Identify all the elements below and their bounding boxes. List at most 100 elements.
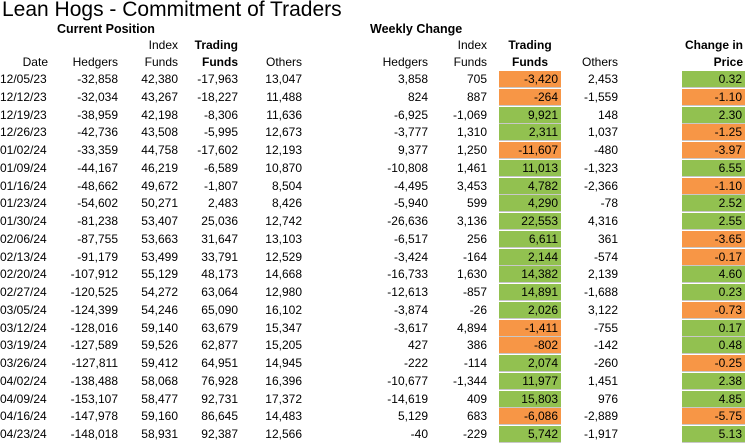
cell-chg-others: -1,688 [583, 285, 618, 299]
cell-trading-funds: 65,090 [201, 302, 238, 317]
cell-hedgers: -127,811 [71, 356, 118, 370]
cell-hedgers: -32,034 [77, 89, 118, 104]
cell-others: 12,193 [265, 143, 302, 157]
cell-chg-hedgers: -3,617 [393, 320, 428, 335]
cell-hedgers: -127,589 [70, 338, 118, 353]
cell-trading-funds: -17,963 [197, 72, 238, 86]
cell-date: 03/19/24 [0, 338, 47, 353]
cell-chg-trading: 4,782 [499, 177, 561, 195]
current-position-heading: Current Position [57, 22, 155, 36]
cell-trading-funds: -6,589 [203, 160, 238, 175]
cell-chg-trading: 2,144 [499, 248, 561, 266]
cell-chg-others: 361 [597, 231, 618, 246]
cell-price-change: -1.25 [682, 124, 745, 142]
cell-chg-others: -1,323 [583, 160, 618, 175]
cell-date: 02/06/24 [0, 231, 47, 246]
cell-others: 12,566 [265, 427, 302, 441]
cell-chg-hedgers: -10,808 [387, 160, 428, 175]
cell-price-change: 2.30 [682, 106, 745, 124]
cell-trading-funds: 64,951 [201, 356, 238, 370]
cell-chg-trading: 4,290 [499, 195, 561, 213]
cell-chg-index: 409 [466, 391, 487, 406]
table-row: 02/13/24 -91,179 53,499 33,791 12,529 -3,424 -… [0, 248, 750, 266]
cell-hedgers: -138,488 [70, 373, 118, 388]
cell-others: 17,372 [265, 391, 302, 406]
cell-others: 14,668 [265, 267, 302, 282]
cell-hedgers: -107,912 [70, 267, 118, 282]
header-chg-hedgers: Hedgers [382, 55, 428, 69]
cell-chg-hedgers: -3,874 [393, 302, 428, 317]
cell-hedgers: -124,399 [70, 302, 118, 317]
table-row: 12/19/23 -38,959 42,198 -8,306 11,636 -6,925 -… [0, 106, 750, 124]
cell-chg-hedgers: -12,613 [387, 285, 428, 299]
cell-chg-others: -2,366 [583, 178, 618, 193]
cell-others: 12,742 [265, 214, 302, 228]
cell-index-funds: 54,246 [141, 302, 178, 317]
cell-chg-hedgers: -6,925 [393, 107, 428, 122]
cell-chg-hedgers: -6,517 [393, 231, 428, 246]
cell-chg-index: -114 [463, 356, 487, 370]
cell-price-change: -0.25 [682, 355, 745, 372]
table-row: 01/09/24 -44,167 46,219 -6,589 10,870 -10,808… [0, 159, 750, 177]
cell-price-change: 2.55 [682, 213, 745, 230]
cell-price-change: -1.10 [682, 177, 745, 195]
cell-index-funds: 53,663 [141, 231, 178, 246]
cell-chg-others: -1,917 [583, 427, 618, 441]
cell-trading-funds: 25,036 [201, 214, 238, 228]
cell-others: 12,529 [265, 249, 302, 264]
cell-index-funds: 53,407 [141, 214, 178, 228]
cell-hedgers: -91,179 [77, 249, 118, 264]
header-index-funds-line1: Index [148, 38, 178, 52]
cell-price-change: 4.60 [682, 266, 745, 284]
cell-others: 11,488 [266, 89, 302, 104]
cell-others: 16,102 [265, 302, 302, 317]
cell-chg-trading: 14,382 [499, 266, 561, 284]
cell-price-change: -0.17 [682, 248, 745, 266]
cell-date: 12/26/23 [0, 125, 47, 140]
table-row: 04/02/24 -138,488 58,068 76,928 16,396 -10,67… [0, 372, 750, 390]
cell-chg-hedgers: -3,777 [393, 125, 428, 140]
table-row: 12/12/23 -32,034 43,267 -18,227 11,488 824 887… [0, 88, 750, 106]
cell-chg-hedgers: -14,619 [387, 391, 428, 406]
cell-index-funds: 54,272 [141, 285, 178, 299]
cell-others: 12,673 [265, 125, 302, 140]
cell-trading-funds: 76,928 [201, 373, 238, 388]
cell-index-funds: 42,198 [141, 107, 178, 122]
header-price-change-line2: Price [713, 55, 743, 69]
cell-chg-others: 3,122 [587, 302, 618, 317]
table-row: 03/26/24 -127,811 59,412 64,951 14,945 -222 -1… [0, 355, 750, 372]
header-price-change-line1: Change in [684, 38, 743, 52]
header-chg-others: Others [581, 55, 618, 69]
cell-hedgers: -147,978 [70, 409, 118, 424]
cell-date: 03/05/24 [0, 302, 47, 317]
cell-date: 01/16/24 [0, 178, 47, 193]
cell-hedgers: -153,107 [70, 391, 118, 406]
cell-chg-hedgers: 3,858 [397, 72, 428, 86]
cell-trading-funds: 31,647 [201, 231, 238, 246]
cell-index-funds: 46,219 [141, 160, 178, 175]
cell-chg-index: 256 [466, 231, 487, 246]
cell-trading-funds: -5,995 [203, 125, 238, 140]
header-chg-index-line1: Index [457, 38, 487, 52]
cell-chg-trading: 2,074 [499, 355, 561, 372]
cell-chg-trading: 15,803 [499, 390, 561, 408]
header-trading-funds-line1: Trading [194, 38, 238, 52]
cell-chg-hedgers: -40 [410, 427, 428, 441]
cell-date: 03/26/24 [0, 356, 47, 370]
cell-trading-funds: 48,173 [201, 267, 238, 282]
cell-index-funds: 59,140 [141, 320, 178, 335]
cell-chg-index: -857 [462, 285, 487, 299]
cell-date: 04/23/24 [0, 427, 47, 441]
cell-chg-index: -164 [462, 249, 487, 264]
cell-chg-others: 2,139 [587, 267, 618, 282]
cell-others: 11,636 [266, 107, 302, 122]
table-row: 02/27/24 -120,525 54,272 63,064 12,980 -12,61… [0, 284, 750, 301]
cell-price-change: -3.65 [682, 230, 745, 248]
cell-index-funds: 58,068 [141, 373, 178, 388]
cell-chg-trading: 2,026 [499, 301, 561, 319]
cell-trading-funds: -1,807 [203, 178, 238, 193]
cell-chg-hedgers: -222 [403, 356, 428, 370]
cell-chg-index: 705 [466, 72, 487, 86]
sheet-title: Lean Hogs - Commitment of Traders [2, 0, 342, 21]
cell-others: 14,483 [265, 409, 302, 424]
